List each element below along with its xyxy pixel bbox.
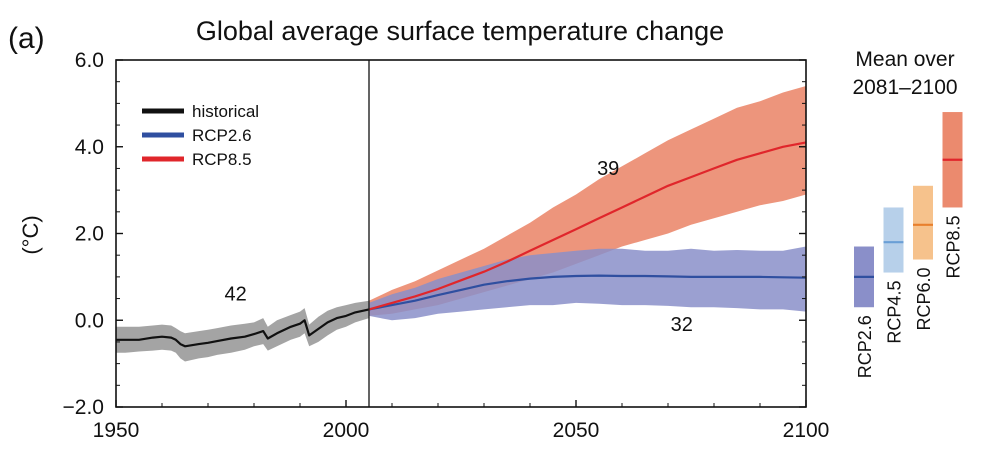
legend-label-rcp8-5: RCP8.5 (192, 150, 252, 169)
side-bar-rcp6-0 (913, 185, 933, 260)
y-tick-label-4-0: 4.0 (75, 136, 104, 159)
line-rcp2-6 (368, 274, 807, 311)
side-bar-label-rcp6-0: RCP6.0 (914, 268, 934, 331)
band-historical (116, 300, 369, 362)
y-tick-label-6-0: 6.0 (75, 49, 104, 72)
y-tick-label-2-0: −2.0 (63, 396, 104, 419)
band-rcp2-6 (369, 246, 806, 321)
y-axis-label: (°C) (18, 215, 43, 254)
legend-label-rcp2-6: RCP2.6 (192, 126, 252, 145)
x-tick-label-1950: 1950 (93, 419, 140, 442)
side-panel-title-line-2: 2081–2100 (852, 76, 957, 99)
chart-title: Global average surface temperature chang… (196, 16, 724, 46)
side-panel-title-line-1: Mean over (855, 48, 954, 71)
legend-label-historical: historical (192, 102, 259, 121)
y-tick-label-0-0: 0.0 (75, 309, 104, 332)
band-rcp8-5 (369, 86, 806, 316)
side-bar-label-rcp8-5: RCP8.5 (944, 215, 964, 278)
line-historical (116, 308, 370, 348)
x-tick-label-2000: 2000 (323, 419, 370, 442)
y-tick-label-2-0: 2.0 (75, 223, 104, 246)
panel-label: (a) (8, 22, 45, 55)
x-tick-label-2050: 2050 (553, 419, 600, 442)
annotation-32: 32 (671, 314, 693, 336)
side-bar-label-rcp2-6: RCP2.6 (855, 315, 875, 378)
side-bar-label-rcp4-5: RCP4.5 (885, 281, 905, 344)
annotation-42: 42 (224, 284, 246, 306)
x-tick-label-2100: 2100 (783, 419, 830, 442)
line-rcp8-5 (368, 141, 807, 311)
annotation-39: 39 (597, 158, 619, 180)
side-bar-rcp4-5 (883, 207, 904, 273)
